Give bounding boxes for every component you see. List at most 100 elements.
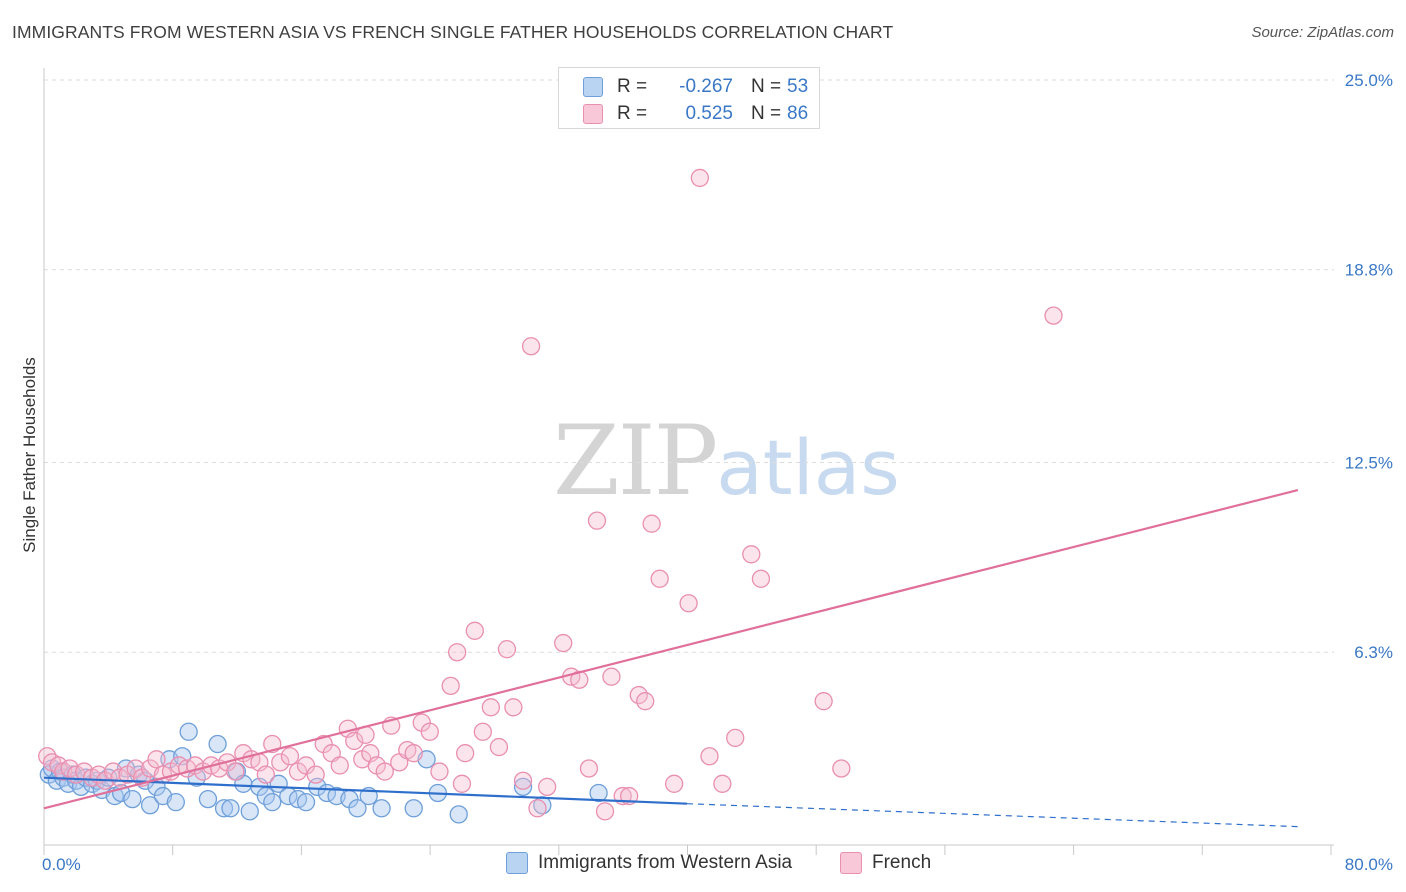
point-western-asia — [140, 796, 160, 815]
point-french — [473, 722, 492, 741]
point-french — [456, 744, 475, 763]
point-french — [489, 737, 509, 757]
point-french — [126, 759, 145, 778]
watermark-atlas: atlas — [716, 423, 900, 512]
trend-lines — [43, 488, 1299, 828]
n-value: 86 — [787, 103, 809, 124]
r-value: 0.525 — [685, 103, 733, 124]
point-french — [330, 756, 349, 775]
point-french — [306, 765, 325, 784]
point-french — [528, 799, 547, 818]
source-credit: Source: ZipAtlas.com — [1251, 24, 1394, 41]
r-value: -0.267 — [679, 76, 733, 97]
legend-row-french: R = 0.525 N = 86 — [583, 101, 808, 127]
point-french — [650, 569, 669, 588]
legend-label: French — [872, 852, 932, 873]
point-western-asia — [348, 799, 367, 818]
y-tick-label: 12.5% — [1345, 454, 1393, 473]
chart-title: IMMIGRANTS FROM WESTERN ASIA VS FRENCH S… — [12, 22, 894, 42]
point-western-asia — [449, 805, 468, 824]
point-french — [271, 753, 290, 772]
point-french — [441, 676, 460, 696]
point-french — [420, 722, 439, 741]
point-french — [726, 728, 745, 748]
point-french — [700, 747, 719, 766]
point-french — [713, 774, 732, 793]
watermark: ZIPatlas — [553, 405, 900, 517]
point-french — [602, 667, 621, 686]
point-french — [481, 698, 501, 717]
point-french — [832, 759, 851, 778]
point-western-asia — [166, 793, 185, 812]
point-western-asia — [240, 802, 259, 821]
legend-item-french[interactable]: French — [840, 852, 931, 874]
point-french — [554, 633, 573, 653]
n-value: 53 — [787, 76, 809, 97]
point-french — [296, 756, 316, 775]
point-french — [814, 692, 833, 711]
point-french — [447, 643, 467, 662]
watermark-zip: ZIP — [553, 405, 718, 517]
trend-line-french — [43, 488, 1299, 810]
point-french — [345, 731, 364, 751]
point-western-asia — [221, 799, 240, 818]
y-tick-label: 6.3% — [1354, 643, 1393, 662]
point-western-asia — [589, 783, 608, 803]
point-french — [587, 511, 607, 530]
point-french — [570, 670, 589, 689]
point-french — [679, 594, 698, 613]
r-label: R = — [617, 76, 648, 97]
point-french — [751, 569, 771, 588]
point-western-asia — [372, 799, 391, 818]
point-western-asia — [404, 799, 423, 818]
point-western-asia — [513, 777, 533, 797]
n-label: N = — [751, 76, 782, 97]
point-french — [690, 168, 710, 188]
point-french — [642, 514, 661, 533]
point-french — [497, 640, 517, 659]
x-tick-labels: 0.0% 80.0% — [42, 855, 1393, 874]
trend-line-western-asia-extension — [686, 803, 1298, 828]
point-french — [256, 765, 275, 784]
point-french — [452, 774, 472, 793]
legend-item-western-asia[interactable]: Immigrants from Western Asia — [506, 852, 792, 874]
legend-swatch-blue — [583, 77, 603, 97]
legend-row-western-asia: R = -0.267 N = 53 — [583, 74, 808, 100]
point-french — [430, 762, 449, 781]
point-french — [664, 774, 684, 793]
y-tick-labels: 6.3% 12.5% 18.8% 25.0% — [1345, 71, 1393, 662]
point-french — [521, 337, 541, 356]
point-french — [636, 692, 655, 711]
legend-swatch-pink — [840, 852, 862, 874]
point-french — [504, 698, 523, 717]
point-french — [280, 747, 300, 766]
n-label: N = — [751, 103, 782, 124]
legend-swatch-pink — [583, 104, 603, 124]
point-western-asia — [123, 789, 142, 809]
series-legend: Immigrants from Western Asia French — [0, 852, 1406, 878]
point-western-asia — [208, 734, 227, 754]
point-western-asia — [296, 793, 316, 812]
y-tick-label: 18.8% — [1345, 261, 1393, 280]
axes — [43, 68, 1334, 855]
x-tick-label: 0.0% — [42, 855, 81, 874]
point-western-asia — [263, 793, 282, 812]
point-french — [595, 802, 615, 821]
y-tick-label: 25.0% — [1345, 71, 1393, 90]
point-french — [579, 759, 599, 778]
point-french — [404, 744, 423, 763]
legend-swatch-blue — [506, 852, 528, 874]
point-western-asia — [179, 722, 198, 741]
point-french — [513, 771, 533, 790]
point-french — [147, 750, 166, 769]
point-western-asia — [533, 796, 552, 815]
point-western-asia — [198, 789, 218, 809]
r-label: R = — [617, 103, 648, 124]
series-french-points — [38, 168, 1063, 821]
legend-label: Immigrants from Western Asia — [538, 852, 793, 873]
point-french — [49, 756, 68, 775]
point-french — [537, 777, 557, 797]
gridlines — [44, 79, 1334, 653]
point-french — [742, 545, 761, 564]
